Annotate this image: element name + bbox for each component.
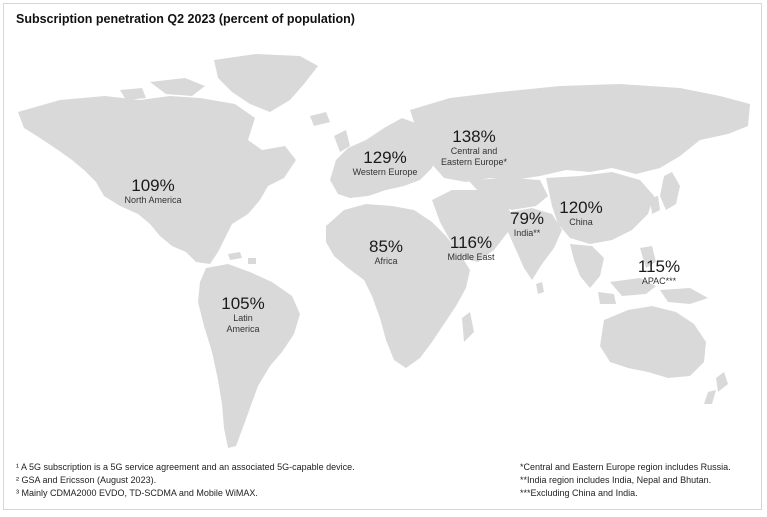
map-title: Subscription penetration Q2 2023 (percen… — [16, 12, 355, 26]
footnote: *Central and Eastern Europe region inclu… — [520, 462, 731, 472]
land-new-guinea — [660, 288, 708, 304]
region-name: Latin — [233, 313, 253, 323]
land-uk-iceland — [310, 112, 350, 152]
penetration-value: 79% — [509, 209, 545, 228]
region-name: Eastern Europe* — [440, 157, 508, 167]
region-name: Central and — [450, 146, 498, 156]
land-australia — [600, 306, 706, 378]
penetration-value: 115% — [637, 257, 681, 276]
penetration-value: 129% — [363, 148, 407, 167]
region-latin-america: 105% Latin America — [221, 294, 264, 335]
region-apac: 115% APAC*** — [638, 257, 680, 287]
footnote: ² GSA and Ericsson (August 2023). — [16, 475, 157, 485]
land-caribbean — [228, 252, 256, 264]
region-name: North America — [124, 195, 182, 205]
land-greenland — [214, 54, 318, 112]
land-arctic-islands — [120, 78, 205, 100]
region-name: Africa — [374, 256, 398, 266]
region-china: 120% China — [559, 198, 602, 228]
region-central-eastern-europe: 138% Central and Eastern Europe* — [441, 127, 507, 168]
penetration-value: 138% — [452, 127, 496, 146]
land-north-america — [18, 96, 296, 264]
penetration-value: 116% — [449, 233, 493, 252]
footnote: ³ Mainly CDMA2000 EVDO, TD-SCDMA and Mob… — [16, 488, 258, 498]
land-russia — [410, 84, 750, 182]
region-name: Western Europe — [352, 167, 418, 177]
land-china — [546, 172, 654, 244]
land-europe — [330, 118, 438, 198]
footnotes-left: ¹ A 5G subscription is a 5G service agre… — [16, 461, 355, 500]
region-north-america: 109% North America — [124, 176, 181, 206]
land-south-america — [198, 264, 300, 448]
region-name: America — [226, 324, 260, 334]
region-name: APAC*** — [641, 276, 677, 286]
land-africa — [326, 204, 470, 368]
penetration-value: 109% — [131, 176, 175, 195]
region-western-europe: 129% Western Europe — [353, 148, 418, 178]
land-japan — [650, 172, 680, 214]
penetration-value: 105% — [221, 294, 265, 313]
region-name: Middle East — [447, 252, 495, 262]
footnote: **India region includes India, Nepal and… — [520, 475, 712, 485]
land-middle-east — [432, 190, 512, 262]
land-new-zealand — [704, 372, 728, 404]
region-africa: 85% Africa — [369, 237, 403, 267]
footnote: ***Excluding China and India. — [520, 488, 638, 498]
penetration-value: 120% — [559, 198, 603, 217]
region-name: India** — [513, 228, 541, 238]
footnote: ¹ A 5G subscription is a 5G service agre… — [16, 462, 355, 472]
land-sri-lanka — [536, 282, 544, 294]
land-southeast-asia — [570, 244, 656, 304]
region-middle-east: 116% Middle East — [447, 233, 494, 263]
land-india — [508, 208, 562, 280]
land-madagascar — [462, 312, 474, 342]
region-name: China — [569, 217, 593, 227]
region-india: 79% India** — [510, 209, 544, 239]
footnotes-right: *Central and Eastern Europe region inclu… — [520, 461, 731, 500]
penetration-value: 85% — [368, 237, 404, 256]
land-central-asia — [468, 178, 548, 210]
